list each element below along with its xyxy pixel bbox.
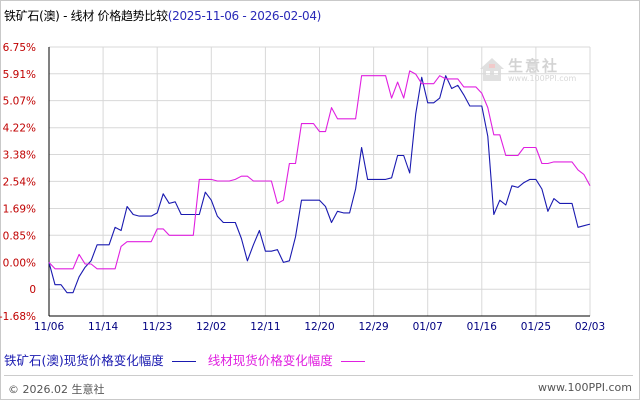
legend-item-iron-ore: 铁矿石(澳)现货价格变化幅度 xyxy=(4,350,196,369)
y-tick-label: 4.22% xyxy=(3,123,36,135)
y-tick-label: 5.07% xyxy=(3,96,36,108)
x-tick-label: 12/29 xyxy=(358,321,388,333)
grid-lines xyxy=(48,46,591,317)
x-tick-label: 01/25 xyxy=(521,321,551,333)
x-tick-label: 11/14 xyxy=(88,321,119,333)
series-line-iron-ore xyxy=(48,75,591,294)
y-tick-label: 2.54% xyxy=(3,176,36,188)
x-tick-labels: 11/06 11/14 11/23 12/02 12/11 12/20 12/29 01/07… xyxy=(34,321,605,333)
title-date-range: (2025-11-06 - 2026-02-04) xyxy=(167,9,322,23)
y-tick-label: 6.75% xyxy=(3,42,36,54)
x-tick-label: 01/07 xyxy=(413,321,443,333)
legend-label-iron-ore: 铁矿石(澳)现货价格变化幅度 xyxy=(4,353,164,368)
x-tick-label: 12/20 xyxy=(304,321,334,333)
series-lines xyxy=(48,70,591,294)
legend-label-wire-rod: 线材现货价格变化幅度 xyxy=(207,353,333,368)
y-tick-label: 0.00% xyxy=(3,257,36,269)
legend-swatch-wire-rod xyxy=(340,361,365,362)
watermark: 生意社 www.100PPI.com xyxy=(478,55,578,85)
watermark-url: www.100PPI.com xyxy=(508,74,577,83)
y-tick-label: 0 xyxy=(29,284,36,296)
title-main: 铁矿石(澳) - 线材 价格趋势比较 xyxy=(4,9,168,23)
y-tick-label: 5.91% xyxy=(3,69,36,81)
x-tick-label: 12/11 xyxy=(250,321,280,333)
house-logo-icon xyxy=(480,58,504,81)
axes xyxy=(48,47,590,317)
footer-copyright: © 2026.02 生意社 xyxy=(8,383,105,396)
y-tick-label: 1.69% xyxy=(3,203,36,215)
chart-title: 铁矿石(澳) - 线材 价格趋势比较(2025-11-06 - 2026-02-… xyxy=(4,7,321,24)
x-tick-label: 12/02 xyxy=(196,321,226,333)
x-tick-label: 02/03 xyxy=(575,321,605,333)
y-tick-label: -1.68% xyxy=(0,311,36,323)
series-line-wire-rod xyxy=(48,70,591,270)
legend-swatch-iron-ore xyxy=(171,361,196,362)
watermark-brand: 生意社 xyxy=(508,57,560,75)
y-tick-labels: 6.75% 5.91% 5.07% 4.22% 3.38% 2.54% 1.69% 0.85%… xyxy=(0,42,36,323)
y-tick-label: 3.38% xyxy=(3,150,36,162)
footer-divider xyxy=(4,375,633,376)
legend-item-wire-rod: 线材现货价格变化幅度 xyxy=(208,350,365,369)
x-tick-label: 11/06 xyxy=(34,321,65,333)
legend: 铁矿石(澳)现货价格变化幅度 线材现货价格变化幅度 xyxy=(4,350,373,369)
y-tick-label: 0.85% xyxy=(3,230,36,242)
x-tick-label: 01/16 xyxy=(467,321,498,333)
x-tick-label: 11/23 xyxy=(142,321,172,333)
footer-website-link[interactable]: www.100PPI.com xyxy=(538,381,632,394)
